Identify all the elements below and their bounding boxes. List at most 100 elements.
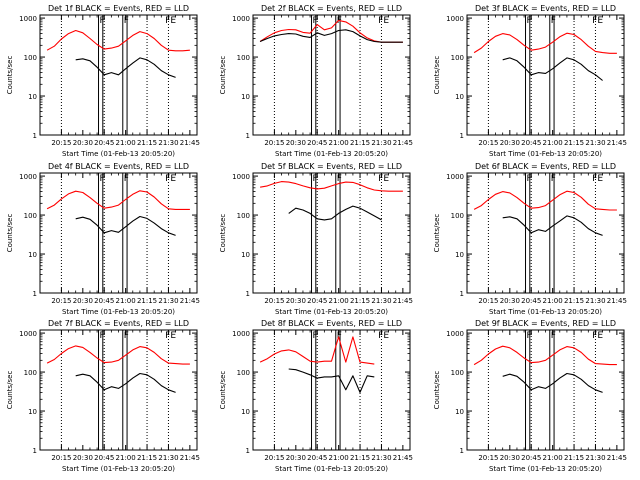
flag-label: FE (378, 331, 389, 341)
y-tick-label: 10 (28, 408, 37, 416)
panel-title: Det 2f BLACK = Events, RED = LLD (261, 4, 402, 13)
y-tick-label: 10 (455, 251, 464, 259)
flag-label: FE (165, 16, 176, 26)
x-tick-label: 20:30 (73, 139, 93, 147)
x-tick-label: 21:30 (371, 297, 391, 305)
x-tick-label: 20:15 (264, 297, 284, 305)
flag-label: F (527, 331, 532, 341)
x-axis-label: Start Time (01-Feb-13 20:05:20) (62, 308, 175, 316)
y-tick-label: 1000 (232, 330, 250, 338)
y-axis-label: Counts/sec (433, 214, 441, 253)
x-tick-label: 21:30 (585, 139, 605, 147)
y-tick-label: 100 (451, 54, 464, 62)
x-tick-label: 21:15 (350, 454, 370, 462)
x-axis-label: Start Time (01-Feb-13 20:05:20) (275, 150, 388, 158)
y-tick-label: 100 (451, 369, 464, 377)
x-axis-label: Start Time (01-Feb-13 20:05:20) (62, 465, 175, 473)
y-tick-label: 100 (24, 369, 37, 377)
panel-title: Det 7f BLACK = Events, RED = LLD (48, 319, 189, 328)
x-tick-label: 21:30 (158, 454, 178, 462)
x-tick-label: 21:15 (137, 454, 157, 462)
y-tick-label: 1 (460, 447, 464, 455)
flag-label: FE (592, 16, 603, 26)
y-tick-label: 1 (460, 290, 464, 298)
x-tick-label: 20:30 (73, 297, 93, 305)
x-tick-label: 20:45 (94, 297, 114, 305)
x-tick-label: 20:15 (51, 139, 71, 147)
y-tick-label: 1 (246, 447, 250, 455)
panel-det-3: Det 3f BLACK = Events, RED = LLD Counts/s… (433, 4, 627, 158)
y-tick-label: 1 (246, 132, 250, 140)
series-line-lld (473, 190, 617, 211)
plot-frame (252, 329, 411, 451)
y-tick-label: 100 (24, 212, 37, 220)
y-axis-label: Counts/sec (219, 56, 227, 95)
x-tick-label: 21:00 (116, 297, 136, 305)
y-tick-label: 10 (28, 93, 37, 101)
x-tick-label: 21:45 (393, 454, 413, 462)
x-tick-label: 20:45 (521, 454, 541, 462)
flag-label: F (313, 331, 318, 341)
plot-frame (466, 172, 625, 294)
x-tick-label: 21:15 (137, 139, 157, 147)
y-tick-label: 10 (241, 93, 250, 101)
flag-label: F (313, 16, 318, 26)
x-tick-label: 21:30 (371, 454, 391, 462)
x-tick-label: 20:45 (307, 139, 327, 147)
flag-label: F (337, 331, 342, 341)
x-axis-label: Start Time (01-Feb-13 20:05:20) (489, 465, 602, 473)
plot-frame (252, 172, 411, 294)
y-tick-label: 10 (28, 251, 37, 259)
x-tick-label: 21:15 (564, 139, 584, 147)
plot-frame (39, 172, 198, 294)
plot-frame (252, 14, 411, 136)
y-tick-label: 100 (451, 212, 464, 220)
flag-label: FE (592, 331, 603, 341)
flag-label: F (527, 174, 532, 184)
x-tick-label: 20:15 (478, 454, 498, 462)
flag-label: F (337, 174, 342, 184)
y-tick-label: 1000 (19, 173, 37, 181)
x-tick-label: 20:15 (478, 297, 498, 305)
flag-label: F (551, 331, 556, 341)
x-tick-label: 21:15 (564, 454, 584, 462)
flag-label: F (124, 331, 129, 341)
x-tick-label: 21:00 (329, 454, 349, 462)
panel-title: Det 5f BLACK = Events, RED = LLD (261, 162, 402, 171)
x-tick-label: 21:30 (585, 297, 605, 305)
x-tick-label: 21:45 (180, 139, 200, 147)
x-tick-label: 21:45 (607, 454, 627, 462)
series-line-lld (473, 32, 617, 54)
x-axis-label: Start Time (01-Feb-13 20:05:20) (275, 465, 388, 473)
y-tick-label: 100 (237, 212, 250, 220)
y-tick-label: 10 (455, 93, 464, 101)
panel-det-1: Det 1f BLACK = Events, RED = LLD Counts/s… (6, 4, 200, 158)
x-tick-label: 21:30 (158, 139, 178, 147)
x-tick-label: 20:30 (286, 139, 306, 147)
x-tick-label: 21:00 (543, 139, 563, 147)
panel-title: Det 8f BLACK = Events, RED = LLD (261, 319, 402, 328)
x-tick-label: 21:15 (350, 139, 370, 147)
series-line-lld (46, 29, 190, 52)
series-line-events (502, 57, 603, 81)
plot-frame (39, 14, 198, 136)
x-tick-label: 21:45 (393, 139, 413, 147)
series-line-events (75, 215, 176, 236)
x-tick-label: 21:15 (137, 297, 157, 305)
y-tick-label: 1 (33, 132, 37, 140)
panel-det-4: Det 4f BLACK = Events, RED = LLD Counts/s… (6, 162, 200, 316)
x-tick-label: 21:00 (329, 297, 349, 305)
y-axis-label: Counts/sec (6, 371, 14, 410)
x-tick-label: 21:45 (607, 139, 627, 147)
y-tick-label: 1000 (446, 330, 464, 338)
x-tick-label: 20:30 (73, 454, 93, 462)
x-tick-label: 20:15 (264, 454, 284, 462)
x-tick-label: 20:45 (307, 454, 327, 462)
x-tick-label: 20:30 (286, 297, 306, 305)
x-tick-label: 21:45 (607, 297, 627, 305)
x-tick-label: 21:45 (393, 297, 413, 305)
x-tick-label: 20:30 (500, 454, 520, 462)
x-axis-label: Start Time (01-Feb-13 20:05:20) (489, 150, 602, 158)
